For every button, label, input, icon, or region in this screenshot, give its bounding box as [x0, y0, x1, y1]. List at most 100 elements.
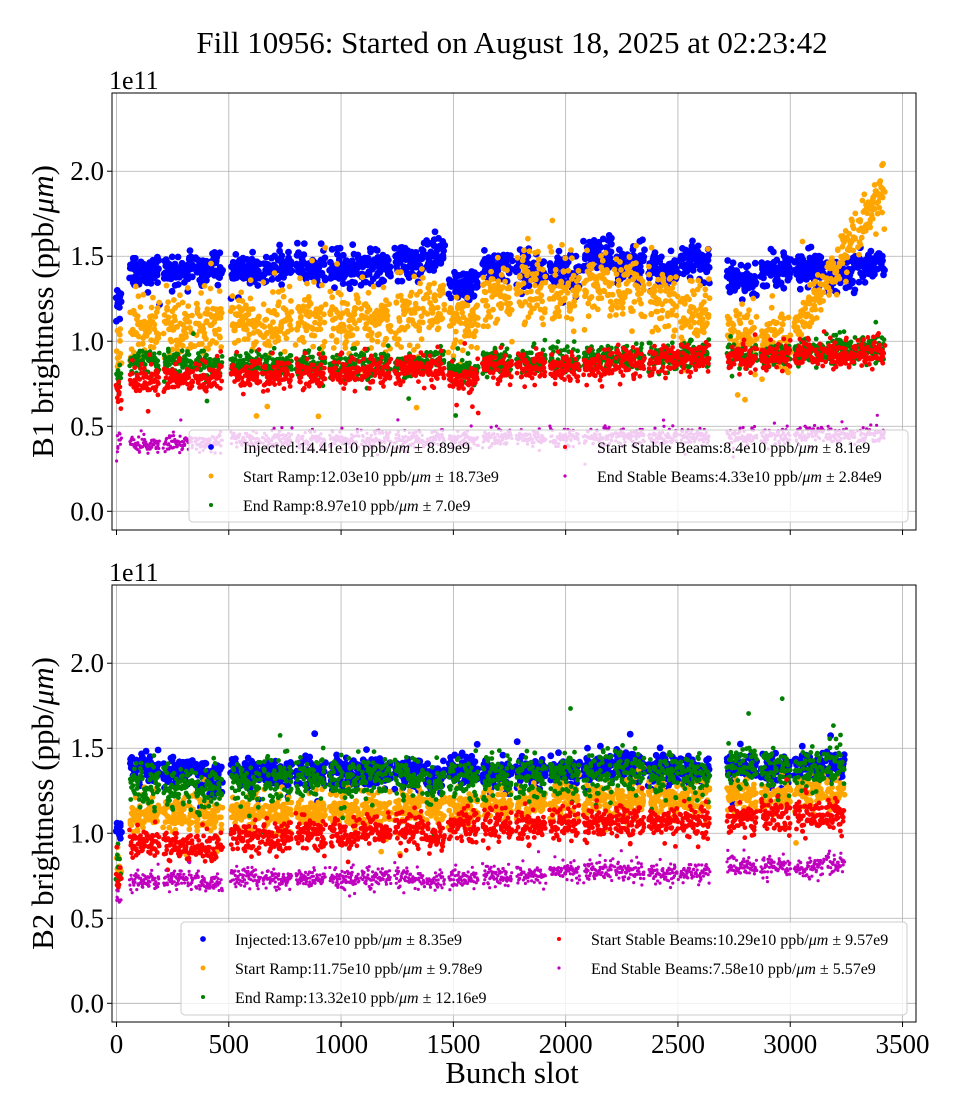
data-point — [753, 313, 760, 320]
data-point — [288, 298, 294, 304]
data-point — [615, 277, 622, 284]
data-point — [576, 286, 582, 292]
data-point — [417, 280, 423, 287]
data-point — [351, 357, 357, 362]
data-point — [729, 373, 735, 379]
data-point — [488, 268, 494, 275]
data-point — [116, 315, 124, 323]
data-point — [216, 249, 224, 257]
data-point — [294, 356, 299, 361]
data-point — [237, 353, 243, 359]
data-point — [880, 160, 886, 167]
data-point — [166, 349, 171, 354]
data-point — [705, 312, 712, 318]
data-point — [669, 340, 675, 346]
data-point — [576, 274, 582, 281]
data-point — [117, 326, 124, 332]
data-point — [156, 299, 163, 306]
data-point — [342, 345, 349, 351]
data-point — [294, 239, 301, 247]
data-point — [689, 237, 696, 245]
data-point — [464, 302, 471, 309]
data-point — [288, 267, 296, 275]
data-point — [154, 279, 162, 286]
data-point — [699, 316, 706, 323]
data-point — [464, 294, 471, 301]
data-point — [253, 413, 260, 419]
data-point — [276, 241, 283, 249]
data-point — [204, 306, 211, 313]
data-point — [646, 263, 652, 270]
data-point — [498, 301, 505, 308]
data-point — [307, 300, 314, 307]
data-point — [203, 336, 209, 342]
data-point — [633, 341, 639, 347]
data-point — [351, 279, 358, 287]
data-point — [188, 273, 196, 281]
data-point — [869, 215, 876, 222]
data-point — [218, 364, 224, 369]
data-point — [439, 315, 446, 322]
data-point — [380, 284, 387, 291]
data-point — [359, 274, 366, 281]
data-point — [633, 260, 639, 266]
data-point — [837, 330, 843, 335]
data-point — [219, 378, 225, 384]
data-point — [857, 217, 864, 223]
data-point — [672, 327, 678, 334]
data-point — [639, 236, 646, 244]
data-point — [839, 260, 846, 267]
data-point — [638, 300, 644, 307]
data-point — [843, 269, 850, 276]
data-point — [564, 344, 570, 350]
data-point — [196, 362, 202, 368]
data-point — [406, 299, 412, 306]
data-point — [118, 371, 124, 376]
data-point — [322, 244, 329, 251]
data-point — [858, 234, 865, 241]
data-point — [626, 288, 633, 295]
data-point — [540, 321, 547, 328]
data-point — [168, 287, 176, 295]
data-point — [737, 320, 744, 327]
data-point — [134, 313, 141, 319]
data-point — [310, 362, 316, 368]
data-point — [521, 247, 527, 254]
data-point — [561, 295, 568, 302]
data-point — [705, 246, 711, 252]
data-point — [474, 322, 481, 328]
data-point — [271, 270, 278, 276]
data-point — [807, 243, 815, 251]
data-point — [117, 298, 125, 306]
data-point — [564, 290, 571, 296]
data-point — [309, 257, 315, 264]
data-point — [232, 251, 240, 258]
data-point — [212, 257, 220, 264]
data-point — [447, 294, 455, 302]
data-point — [848, 339, 854, 345]
data-point — [147, 352, 153, 358]
data-point — [548, 248, 555, 255]
data-point — [744, 312, 751, 318]
data-point — [431, 228, 439, 236]
data-point — [382, 337, 389, 343]
data-point — [651, 288, 658, 294]
data-point — [289, 367, 295, 372]
data-point — [263, 316, 270, 323]
data-point — [355, 299, 362, 306]
data-point — [329, 294, 336, 301]
data-point — [179, 342, 186, 349]
data-point — [327, 258, 334, 266]
data-point — [295, 249, 302, 257]
data-point — [155, 392, 161, 398]
data-point — [189, 383, 195, 389]
data-point — [288, 353, 294, 358]
data-point — [288, 309, 295, 315]
data-point — [881, 189, 888, 195]
data-point — [156, 350, 162, 356]
data-point — [190, 379, 196, 385]
data-point — [287, 258, 295, 266]
data-point — [369, 337, 375, 343]
data-point — [183, 334, 189, 340]
data-point — [321, 319, 328, 326]
